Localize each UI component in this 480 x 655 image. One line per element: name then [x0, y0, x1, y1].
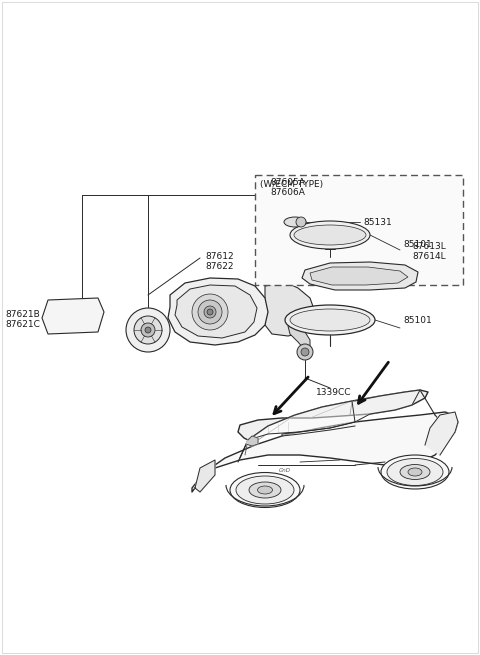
Circle shape — [296, 217, 306, 227]
Ellipse shape — [236, 476, 294, 504]
Polygon shape — [246, 436, 258, 446]
Circle shape — [301, 348, 309, 356]
Ellipse shape — [285, 305, 375, 335]
Polygon shape — [248, 401, 355, 440]
Ellipse shape — [284, 217, 306, 227]
Circle shape — [134, 316, 162, 344]
Polygon shape — [282, 422, 355, 436]
Polygon shape — [302, 262, 418, 290]
Polygon shape — [42, 298, 104, 334]
Text: (W/ECM TYPE): (W/ECM TYPE) — [260, 180, 323, 189]
Circle shape — [141, 323, 155, 337]
Text: 87621B
87621C: 87621B 87621C — [5, 310, 40, 329]
Text: GnD: GnD — [279, 468, 291, 472]
Circle shape — [192, 294, 228, 330]
Text: 1339CC: 1339CC — [316, 388, 351, 397]
Text: 85101: 85101 — [403, 316, 432, 325]
Text: 87613L
87614L: 87613L 87614L — [412, 242, 446, 261]
Polygon shape — [425, 412, 458, 455]
Text: 87612
87622: 87612 87622 — [205, 252, 234, 271]
Polygon shape — [195, 460, 215, 492]
Polygon shape — [175, 285, 257, 338]
Ellipse shape — [408, 468, 422, 476]
Ellipse shape — [387, 458, 443, 485]
Ellipse shape — [294, 225, 366, 245]
Ellipse shape — [257, 486, 273, 494]
Ellipse shape — [290, 309, 370, 331]
Circle shape — [297, 344, 313, 360]
Polygon shape — [192, 412, 458, 492]
Text: 85131: 85131 — [363, 218, 392, 227]
Ellipse shape — [400, 464, 430, 479]
Polygon shape — [288, 322, 310, 350]
Text: 87605A
87606A: 87605A 87606A — [270, 178, 305, 197]
Bar — [255, 175, 463, 285]
Ellipse shape — [230, 472, 300, 508]
Circle shape — [198, 300, 222, 324]
Ellipse shape — [290, 221, 370, 249]
Text: 85101: 85101 — [403, 240, 432, 249]
Circle shape — [204, 306, 216, 318]
Circle shape — [126, 308, 170, 352]
Ellipse shape — [249, 482, 281, 498]
Polygon shape — [238, 390, 428, 440]
Polygon shape — [265, 282, 315, 336]
Polygon shape — [355, 390, 420, 422]
Ellipse shape — [381, 455, 449, 489]
Polygon shape — [310, 267, 408, 285]
Polygon shape — [168, 278, 268, 345]
Circle shape — [145, 327, 151, 333]
Circle shape — [207, 309, 213, 315]
